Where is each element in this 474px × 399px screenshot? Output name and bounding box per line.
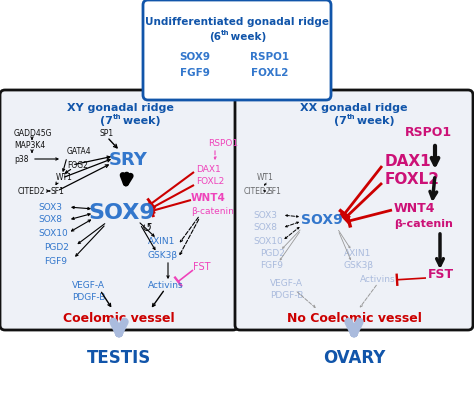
Text: week): week) <box>119 116 161 126</box>
Text: WT1: WT1 <box>56 174 73 182</box>
Text: FGF9: FGF9 <box>260 261 283 269</box>
Text: RSPO1: RSPO1 <box>404 126 452 140</box>
Text: p38: p38 <box>14 154 28 164</box>
Text: Undifferentiated gonadal ridge: Undifferentiated gonadal ridge <box>145 17 329 27</box>
Text: WNT4: WNT4 <box>394 201 436 215</box>
Text: FOXL2: FOXL2 <box>251 68 289 78</box>
Text: (6: (6 <box>209 32 221 42</box>
Text: th: th <box>221 30 229 36</box>
Text: β-catenin: β-catenin <box>394 219 453 229</box>
Text: GSK3β: GSK3β <box>344 261 374 269</box>
Text: PDGF-B: PDGF-B <box>72 294 105 302</box>
Text: (7: (7 <box>334 116 347 126</box>
Text: FGF9: FGF9 <box>180 68 210 78</box>
Text: OVARY: OVARY <box>323 349 385 367</box>
Text: ↺: ↺ <box>142 221 152 235</box>
Text: SOX8: SOX8 <box>38 215 62 225</box>
Text: SF1: SF1 <box>51 186 65 196</box>
Text: RSPO1: RSPO1 <box>208 138 238 148</box>
Text: GADD45G: GADD45G <box>14 128 53 138</box>
Text: CITED2: CITED2 <box>18 186 46 196</box>
Text: SP1: SP1 <box>100 128 114 138</box>
Text: SOX9: SOX9 <box>89 203 155 223</box>
Text: DAX1: DAX1 <box>196 166 221 174</box>
Text: AXIN1: AXIN1 <box>344 249 371 257</box>
Text: VEGF-A: VEGF-A <box>270 279 303 288</box>
Text: week): week) <box>353 116 395 126</box>
Text: GSK3β: GSK3β <box>148 251 178 261</box>
FancyBboxPatch shape <box>143 0 331 100</box>
Text: PGD2: PGD2 <box>44 243 69 253</box>
Text: MAP3K4: MAP3K4 <box>14 142 45 150</box>
Text: SOX9: SOX9 <box>180 52 210 62</box>
Text: week): week) <box>227 32 266 42</box>
Text: Activins: Activins <box>148 280 183 290</box>
FancyBboxPatch shape <box>0 90 238 330</box>
Text: β-catenin: β-catenin <box>191 207 234 217</box>
Text: RSPO1: RSPO1 <box>250 52 290 62</box>
Text: FOG2: FOG2 <box>67 160 88 170</box>
Text: AXIN1: AXIN1 <box>148 237 175 247</box>
Text: FST: FST <box>193 262 210 272</box>
Text: PGD2: PGD2 <box>260 249 285 257</box>
Text: WT1: WT1 <box>257 174 274 182</box>
Text: FOXL2: FOXL2 <box>385 172 440 188</box>
Text: SOX10: SOX10 <box>38 229 68 237</box>
Text: FOXL2: FOXL2 <box>196 178 224 186</box>
Text: FGF9: FGF9 <box>44 257 67 265</box>
Text: (7: (7 <box>100 116 113 126</box>
Text: SOX10: SOX10 <box>253 237 283 245</box>
Text: TESTIS: TESTIS <box>87 349 151 367</box>
Text: th: th <box>113 114 121 120</box>
Text: SRY: SRY <box>109 151 147 169</box>
Text: SOX3: SOX3 <box>253 211 277 219</box>
Text: FST: FST <box>428 269 454 282</box>
Text: GATA4: GATA4 <box>67 148 91 156</box>
Text: XX gonadal ridge: XX gonadal ridge <box>300 103 408 113</box>
Text: SOX8: SOX8 <box>253 223 277 233</box>
Text: WNT4: WNT4 <box>191 193 226 203</box>
Text: DAX1: DAX1 <box>385 154 432 170</box>
Text: Coelomic vessel: Coelomic vessel <box>63 312 175 324</box>
Text: PDGF-B: PDGF-B <box>270 290 303 300</box>
FancyBboxPatch shape <box>235 90 473 330</box>
Text: SF1: SF1 <box>268 186 282 196</box>
Text: No Coelomic vessel: No Coelomic vessel <box>287 312 421 324</box>
Text: SOX3: SOX3 <box>38 203 62 211</box>
Text: th: th <box>347 114 356 120</box>
Text: CITED2: CITED2 <box>244 186 272 196</box>
Text: SOX9: SOX9 <box>301 213 343 227</box>
Text: XY gonadal ridge: XY gonadal ridge <box>66 103 173 113</box>
Text: VEGF-A: VEGF-A <box>72 282 105 290</box>
Text: Activins: Activins <box>360 275 396 284</box>
